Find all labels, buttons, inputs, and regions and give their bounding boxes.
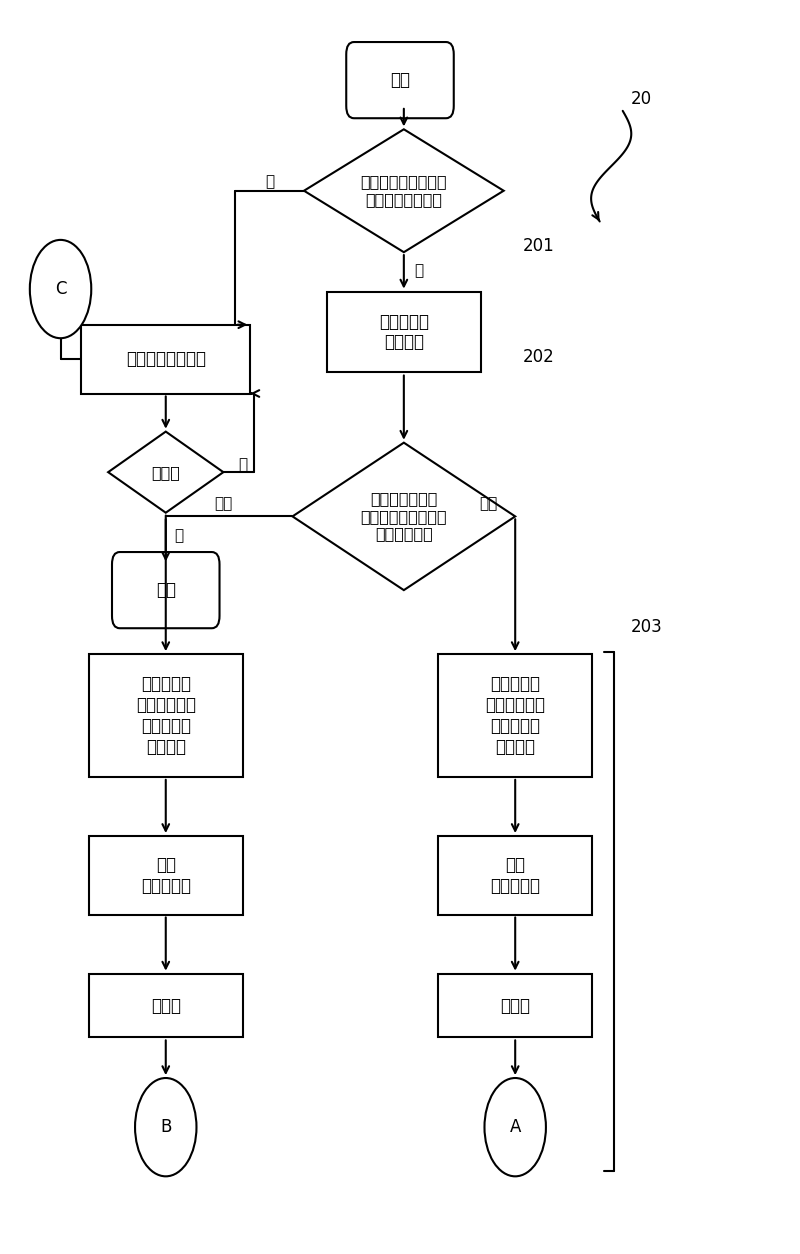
Circle shape — [30, 240, 91, 339]
FancyBboxPatch shape — [112, 552, 219, 628]
Polygon shape — [293, 443, 515, 591]
Text: 开机？: 开机？ — [151, 465, 180, 480]
Bar — [327, 292, 481, 372]
Bar — [438, 655, 592, 777]
Text: 载入视窗操作系统: 载入视窗操作系统 — [126, 350, 206, 369]
Circle shape — [485, 1078, 546, 1176]
Bar — [89, 973, 242, 1037]
Text: 将下限硬件
参数值设定于
对应的这些
硬件组件: 将下限硬件 参数值设定于 对应的这些 硬件组件 — [136, 676, 196, 756]
Text: 是: 是 — [414, 263, 424, 278]
FancyBboxPatch shape — [346, 43, 454, 118]
Bar — [438, 973, 592, 1037]
Polygon shape — [304, 129, 504, 252]
Text: 否: 否 — [265, 174, 274, 189]
Text: 结束: 结束 — [156, 581, 176, 599]
Bar — [89, 836, 242, 914]
Text: 重开机: 重开机 — [500, 997, 530, 1014]
Text: B: B — [160, 1119, 171, 1136]
Text: 否: 否 — [238, 458, 247, 473]
Text: 20: 20 — [630, 89, 651, 108]
Text: 是: 是 — [174, 528, 183, 543]
Text: A: A — [510, 1119, 521, 1136]
Bar — [82, 325, 250, 394]
Circle shape — [135, 1078, 197, 1176]
Bar — [89, 655, 242, 777]
Bar — [438, 836, 592, 914]
Polygon shape — [108, 431, 223, 513]
Text: 将上限硬件
参数值设定于
对应的这些
硬件组件: 将上限硬件 参数值设定于 对应的这些 硬件组件 — [485, 676, 546, 756]
Text: 上限: 上限 — [479, 497, 498, 512]
Text: 记录已选择
的功能项: 记录已选择 的功能项 — [379, 312, 429, 351]
Text: 是否要执行自动调整
硬件参数的功能？: 是否要执行自动调整 硬件参数的功能？ — [361, 174, 447, 207]
Text: C: C — [54, 280, 66, 298]
Text: 判断上限或下限
硬件参数的自动调整
哪一个功能？: 判断上限或下限 硬件参数的自动调整 哪一个功能？ — [361, 492, 447, 542]
Text: 下限: 下限 — [214, 497, 233, 512]
Text: 重开机: 重开机 — [150, 997, 181, 1014]
Text: 开始: 开始 — [390, 71, 410, 89]
Text: 203: 203 — [630, 618, 662, 636]
Text: 201: 201 — [523, 237, 554, 255]
Text: 启动
看门狗单元: 启动 看门狗单元 — [490, 855, 540, 894]
Text: 启动
看门狗单元: 启动 看门狗单元 — [141, 855, 190, 894]
Text: 202: 202 — [523, 347, 554, 366]
